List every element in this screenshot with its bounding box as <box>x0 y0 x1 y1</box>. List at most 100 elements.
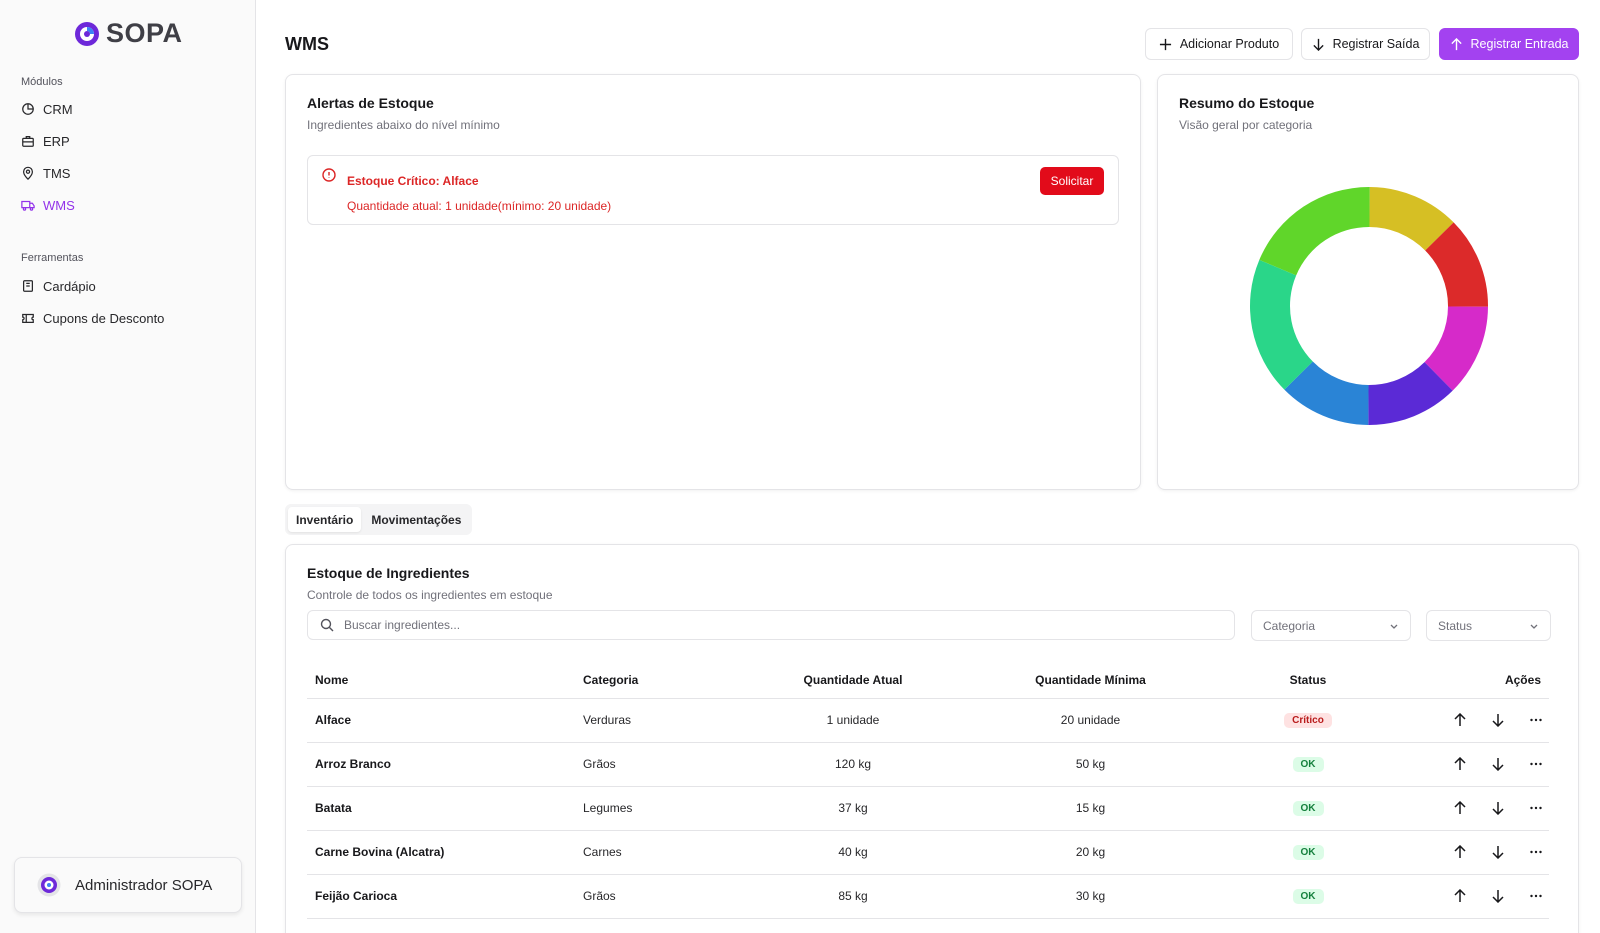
cell-name: Carne Bovina (Alcatra) <box>307 830 583 875</box>
column-header-name[interactable]: Nome <box>307 662 583 699</box>
cell-minimum-quantity: 20 kg <box>953 830 1228 875</box>
sidebar-item-label: TMS <box>43 165 71 181</box>
tab-movimentacoes[interactable]: Movimentações <box>371 512 462 527</box>
category-select[interactable]: Categoria <box>1251 610 1411 641</box>
cell-actions <box>1388 786 1549 831</box>
stock-summary-card: Resumo do Estoque Visão geral por catego… <box>1157 74 1579 490</box>
arrow-up-icon[interactable] <box>1453 713 1467 727</box>
alert-circle-icon <box>322 168 336 182</box>
sidebar-item-label: Cupons de Desconto <box>43 310 165 326</box>
cell-minimum-quantity: 15 kg <box>953 786 1228 831</box>
status-select-value: Status <box>1438 618 1473 633</box>
cell-name: Feijão Carioca <box>307 874 583 919</box>
sidebar-item-erp[interactable]: ERP <box>21 131 70 151</box>
search-input[interactable] <box>344 618 1194 632</box>
status-badge: OK <box>1292 757 1324 772</box>
cell-status: OK <box>1228 830 1388 875</box>
register-entry-label: Registrar Entrada <box>1470 37 1569 51</box>
cell-current-quantity: 85 kg <box>753 874 953 919</box>
cell-status: OK <box>1228 786 1388 831</box>
more-horizontal-icon[interactable] <box>1529 889 1543 903</box>
more-horizontal-icon[interactable] <box>1529 713 1543 727</box>
card-subtitle: Ingredientes abaixo do nível mínimo <box>307 118 500 132</box>
arrow-down-icon[interactable] <box>1491 801 1505 815</box>
sidebar-item-cardapio[interactable]: Cardápio <box>21 276 96 296</box>
user-name: Administrador SOPA <box>75 876 213 894</box>
sidebar-item-label: CRM <box>43 101 73 117</box>
table-row[interactable]: Arroz Branco Grãos 120 kg 50 kg OK <box>307 742 1549 787</box>
critical-stock-alert: Estoque Crítico: Alface Quantidade atual… <box>307 155 1119 225</box>
card-title: Alertas de Estoque <box>307 95 434 111</box>
add-product-button[interactable]: Adicionar Produto <box>1145 28 1293 60</box>
map-pin-icon <box>23 166 33 180</box>
column-header-status[interactable]: Status <box>1228 662 1388 699</box>
sidebar-item-tms[interactable]: TMS <box>21 163 70 183</box>
table-header-row: Nome Categoria Quantidade Atual Quantida… <box>307 662 1549 699</box>
sidebar: SOPA Módulos CRM ERP TMS WMS Ferramentas… <box>0 0 256 933</box>
more-horizontal-icon[interactable] <box>1529 801 1543 815</box>
alert-description: Quantidade atual: 1 unidade(mínimo: 20 u… <box>347 199 612 213</box>
book-icon <box>23 280 33 292</box>
donut-slice[interactable] <box>1250 259 1313 390</box>
table-row[interactable]: Carne Bovina (Alcatra) Carnes 40 kg 20 k… <box>307 830 1549 875</box>
arrow-up-icon[interactable] <box>1453 801 1467 815</box>
register-exit-button[interactable]: Registrar Saída <box>1301 28 1430 60</box>
cell-minimum-quantity: 30 kg <box>953 874 1228 919</box>
column-header-category[interactable]: Categoria <box>583 662 753 699</box>
register-entry-button[interactable]: Registrar Entrada <box>1439 28 1579 60</box>
cell-current-quantity: 40 kg <box>753 830 953 875</box>
cell-category: Legumes <box>583 786 753 831</box>
donut-slice[interactable] <box>1259 187 1370 276</box>
sidebar-item-crm[interactable]: CRM <box>21 99 73 119</box>
user-menu[interactable]: Administrador SOPA <box>14 857 242 913</box>
sidebar-item-wms[interactable]: WMS <box>21 195 75 215</box>
arrow-down-icon[interactable] <box>1491 757 1505 771</box>
table-row[interactable]: Batata Legumes 37 kg 15 kg OK <box>307 786 1549 831</box>
category-select-value: Categoria <box>1263 618 1316 633</box>
arrow-up-icon[interactable] <box>1453 845 1467 859</box>
briefcase-icon <box>22 136 34 147</box>
more-horizontal-icon[interactable] <box>1529 757 1543 771</box>
stock-alerts-card: Alertas de Estoque Ingredientes abaixo d… <box>285 74 1141 490</box>
donut-slice[interactable] <box>1369 187 1454 251</box>
more-horizontal-icon[interactable] <box>1529 845 1543 859</box>
sopa-logo-icon <box>75 21 99 46</box>
cell-name: Arroz Branco <box>307 742 583 787</box>
cell-actions <box>1388 874 1549 919</box>
donut-slice[interactable] <box>1425 222 1488 307</box>
donut-slice[interactable] <box>1284 361 1369 425</box>
cell-minimum-quantity: 20 unidade <box>953 698 1228 743</box>
page-title: WMS <box>285 34 329 54</box>
arrow-up-icon[interactable] <box>1453 889 1467 903</box>
arrow-down-icon[interactable] <box>1491 713 1505 727</box>
status-badge: OK <box>1292 845 1324 860</box>
sidebar-item-label: ERP <box>43 133 70 149</box>
arrow-down-icon[interactable] <box>1491 845 1505 859</box>
request-button[interactable]: Solicitar <box>1040 167 1104 195</box>
plus-icon <box>1159 38 1171 50</box>
table-row[interactable]: Alface Verduras 1 unidade 20 unidade Crí… <box>307 698 1549 743</box>
sidebar-item-cupons[interactable]: Cupons de Desconto <box>21 308 164 328</box>
sidebar-item-label: WMS <box>43 197 75 213</box>
brand-logo[interactable]: SOPA <box>74 18 183 49</box>
arrow-up-icon[interactable] <box>1453 757 1467 771</box>
donut-slice[interactable] <box>1368 362 1453 425</box>
status-badge: OK <box>1292 801 1324 816</box>
card-title: Estoque de Ingredientes <box>307 565 470 581</box>
search-box <box>307 610 1235 640</box>
cell-name: Batata <box>307 786 583 831</box>
cell-category: Carnes <box>583 830 753 875</box>
donut-slice[interactable] <box>1424 306 1488 391</box>
column-header-minimum[interactable]: Quantidade Mínima <box>953 662 1228 699</box>
nav-group-modules-label: Módulos <box>21 76 63 88</box>
column-header-actions: Ações <box>1388 662 1549 699</box>
tab-inventario[interactable]: Inventário <box>288 507 362 532</box>
status-select[interactable]: Status <box>1426 610 1551 641</box>
inventory-table: Nome Categoria Quantidade Atual Quantida… <box>307 662 1549 919</box>
arrow-down-icon[interactable] <box>1491 889 1505 903</box>
table-row[interactable]: Feijão Carioca Grãos 85 kg 30 kg OK <box>307 874 1549 919</box>
cell-category: Verduras <box>583 698 753 743</box>
column-header-current[interactable]: Quantidade Atual <box>753 662 953 699</box>
ticket-icon <box>22 313 34 323</box>
sidebar-item-label: Cardápio <box>43 278 96 294</box>
